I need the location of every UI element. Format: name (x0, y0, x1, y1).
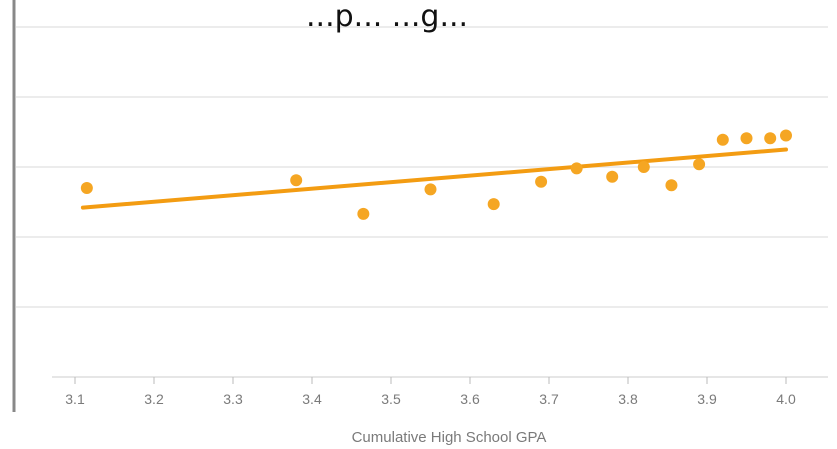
trend-line (80, 147, 788, 210)
data-point (665, 179, 678, 192)
data-point (487, 198, 500, 211)
x-tick-label: 4.0 (776, 391, 796, 407)
data-point (606, 170, 619, 183)
x-tick-label: 3.7 (539, 391, 559, 407)
data-point (740, 132, 753, 145)
data-point (780, 129, 792, 142)
data-point (290, 174, 303, 187)
data-points (80, 129, 792, 220)
data-point (570, 162, 583, 175)
x-tick-label: 3.3 (223, 391, 243, 407)
x-tick-label: 3.9 (697, 391, 717, 407)
data-point (424, 183, 437, 196)
data-point (80, 182, 93, 194)
x-axis-ticks: 3.1 3.2 3.3 3.4 3.5 3.6 3.7 3.8 3.9 4.0 (65, 377, 796, 407)
x-tick-label: 3.8 (618, 391, 638, 407)
x-tick-label: 3.2 (144, 391, 164, 407)
data-point (637, 161, 650, 173)
x-tick-label: 3.4 (302, 391, 322, 407)
data-point (764, 132, 777, 145)
x-tick-label: 3.6 (460, 391, 480, 407)
grid-lines (16, 26, 828, 308)
x-axis-label: Cumulative High School GPA (352, 429, 547, 446)
data-point (693, 158, 706, 171)
data-point (535, 175, 548, 188)
data-point (716, 133, 729, 146)
x-tick-label: 3.1 (65, 391, 85, 407)
chart-title: ...p... ...g... (306, 0, 468, 34)
data-point (357, 207, 370, 220)
x-tick-label: 3.5 (381, 391, 401, 407)
